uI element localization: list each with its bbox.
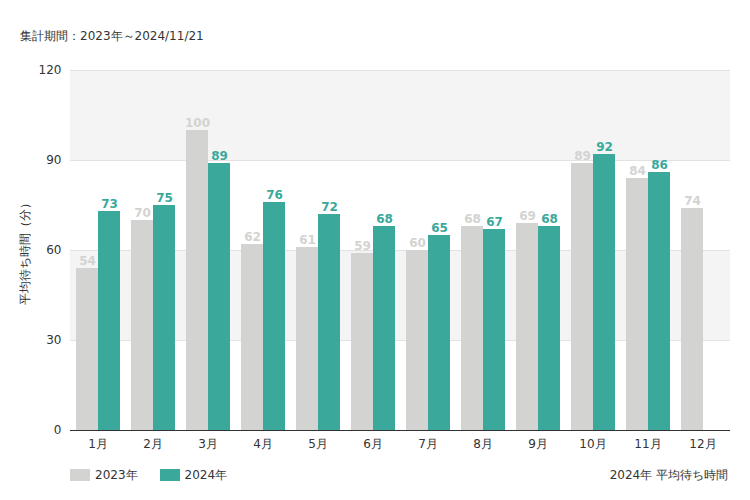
svg-text:54: 54: [79, 254, 96, 268]
svg-text:62: 62: [244, 230, 261, 244]
svg-text:61: 61: [299, 233, 316, 247]
svg-text:4月: 4月: [253, 437, 273, 451]
html-text:2023年: 2023年: [95, 468, 138, 482]
svg-text:0: 0: [54, 423, 62, 437]
svg-text:11月: 11月: [634, 437, 661, 451]
svg-text:60: 60: [409, 236, 426, 250]
svg-text:74: 74: [684, 194, 701, 208]
svg-text:59: 59: [354, 239, 371, 253]
html-text:2024年 平均待ち時間: 2024年 平均待ち時間: [609, 468, 728, 482]
html-text:2024年: 2024年: [184, 468, 228, 482]
svg-text:90: 90: [46, 153, 61, 167]
svg-text:8月: 8月: [473, 437, 493, 451]
svg-text:120: 120: [39, 63, 62, 77]
svg-text:67: 67: [486, 215, 503, 229]
svg-text:68: 68: [376, 212, 393, 226]
svg-text:84: 84: [629, 164, 646, 178]
svg-text:12月: 12月: [689, 437, 716, 451]
svg-text:68: 68: [464, 212, 481, 226]
svg-text:72: 72: [321, 200, 338, 214]
svg-text:1月: 1月: [88, 437, 108, 451]
svg-text:75: 75: [156, 191, 173, 205]
svg-text:89: 89: [211, 149, 228, 163]
svg-text:平均待ち時間（分）: 平均待ち時間（分）: [18, 197, 32, 305]
svg-text:100: 100: [185, 116, 210, 130]
svg-text:69: 69: [519, 209, 536, 223]
svg-text:30: 30: [46, 333, 61, 347]
svg-text:3月: 3月: [198, 437, 218, 451]
svg-text:76: 76: [266, 188, 283, 202]
svg-text:5月: 5月: [308, 437, 328, 451]
svg-text:86: 86: [651, 158, 668, 172]
svg-text:6月: 6月: [363, 437, 383, 451]
svg-text:9月: 9月: [528, 437, 548, 451]
svg-text:68: 68: [541, 212, 558, 226]
svg-text:70: 70: [134, 206, 151, 220]
svg-text:10月: 10月: [579, 437, 606, 451]
svg-text:60: 60: [46, 243, 61, 257]
svg-text:65: 65: [431, 221, 448, 235]
svg-text:92: 92: [596, 140, 613, 154]
svg-text:7月: 7月: [418, 437, 438, 451]
html-text:ユニバリアル https://usjreal.asumira: ユニバリアル https://usjreal.asumirai.info: [507, 53, 728, 66]
svg-text:73: 73: [101, 197, 118, 211]
svg-text:89: 89: [574, 149, 591, 163]
svg-text:2月: 2月: [143, 437, 163, 451]
html-text:集計期間：2023年～2024/11/21: 集計期間：2023年～2024/11/21: [20, 29, 204, 43]
